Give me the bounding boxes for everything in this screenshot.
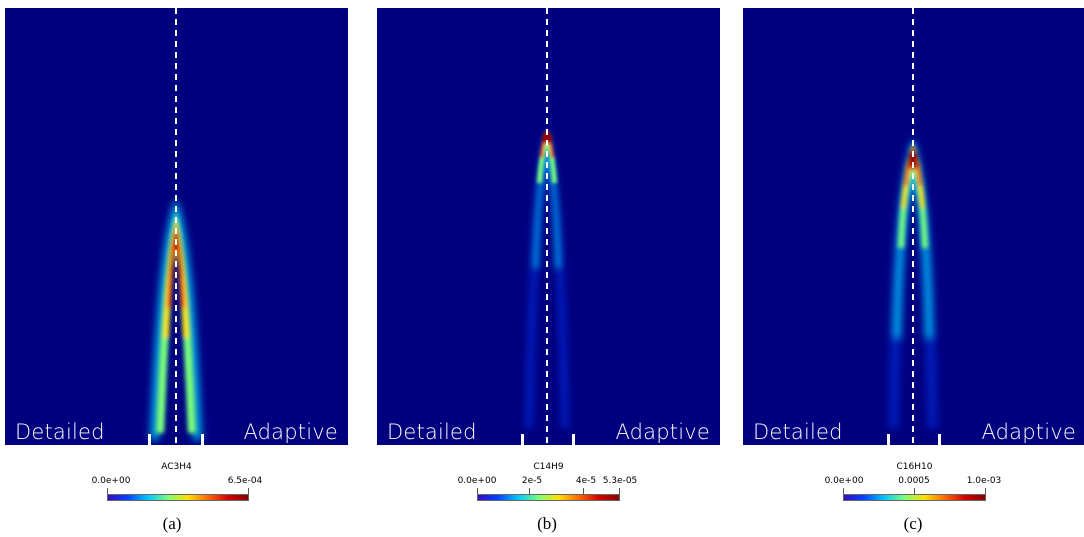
- colorbar-tick-mark: [619, 488, 620, 494]
- colorbar-tick-mark: [914, 488, 915, 494]
- colorbar-a: AC3H4 0.0e+00 6.5e-04: [5, 462, 348, 514]
- c14h9-contour-plot: [377, 8, 720, 445]
- panel-c-field: Detailed Adaptive: [743, 8, 1084, 445]
- colorbar-gradient: [843, 494, 986, 501]
- colorbar-tick-mark: [107, 488, 108, 494]
- c16h10-contour-plot: [743, 8, 1084, 445]
- adaptive-label: Adaptive: [243, 420, 338, 444]
- detailed-label: Detailed: [15, 420, 105, 444]
- caption-a: (a): [162, 514, 182, 533]
- colorbar-tick-mark: [583, 488, 584, 494]
- colorbar-tick-mark: [985, 488, 986, 494]
- colorbar-gradient: [477, 494, 620, 501]
- colorbar-tick: 1.0e-03: [966, 476, 1002, 486]
- colorbar-tick: 0.0e+00: [91, 476, 131, 486]
- adaptive-label: Adaptive: [615, 420, 710, 444]
- right-tick-mark: [938, 434, 941, 445]
- colorbar-title: C16H10: [896, 462, 933, 472]
- colorbar-tick: 5.3e-05: [602, 476, 638, 486]
- colorbar-tick: 2e-5: [521, 476, 543, 486]
- colorbar-c: C16H10 0.0e+00 0.0005 1.0e-03: [743, 462, 1084, 514]
- colorbar-tick: 4e-5: [575, 476, 597, 486]
- colorbar-tick-mark: [843, 488, 844, 494]
- left-tick-mark: [887, 434, 890, 445]
- colorbar-tick: 0.0e+00: [824, 476, 864, 486]
- colorbar-title: C14H9: [533, 462, 564, 472]
- panel-a-field: Detailed Adaptive: [5, 8, 348, 445]
- left-tick-mark: [148, 434, 151, 445]
- left-tick-mark: [521, 434, 524, 445]
- colorbar-tick: 0.0005: [898, 476, 930, 486]
- caption-c: (c): [903, 514, 923, 533]
- ac3h4-contour-plot: [5, 8, 348, 445]
- colorbar-b: C14H9 0.0e+00 2e-5 4e-5 5.3e-05: [377, 462, 720, 514]
- colorbar-title: AC3H4: [161, 462, 192, 472]
- colorbar-tick: 0.0e+00: [457, 476, 497, 486]
- right-tick-mark: [201, 434, 204, 445]
- colorbar-gradient: [107, 494, 249, 501]
- detailed-label: Detailed: [387, 420, 477, 444]
- adaptive-label: Adaptive: [981, 420, 1076, 444]
- colorbar-tick-mark: [248, 488, 249, 494]
- colorbar-tick-mark: [529, 488, 530, 494]
- right-tick-mark: [572, 434, 575, 445]
- panel-b-field: Detailed Adaptive: [377, 8, 720, 445]
- detailed-label: Detailed: [753, 420, 843, 444]
- colorbar-tick-mark: [477, 488, 478, 494]
- colorbar-tick: 6.5e-04: [227, 476, 263, 486]
- caption-b: (b): [537, 514, 557, 533]
